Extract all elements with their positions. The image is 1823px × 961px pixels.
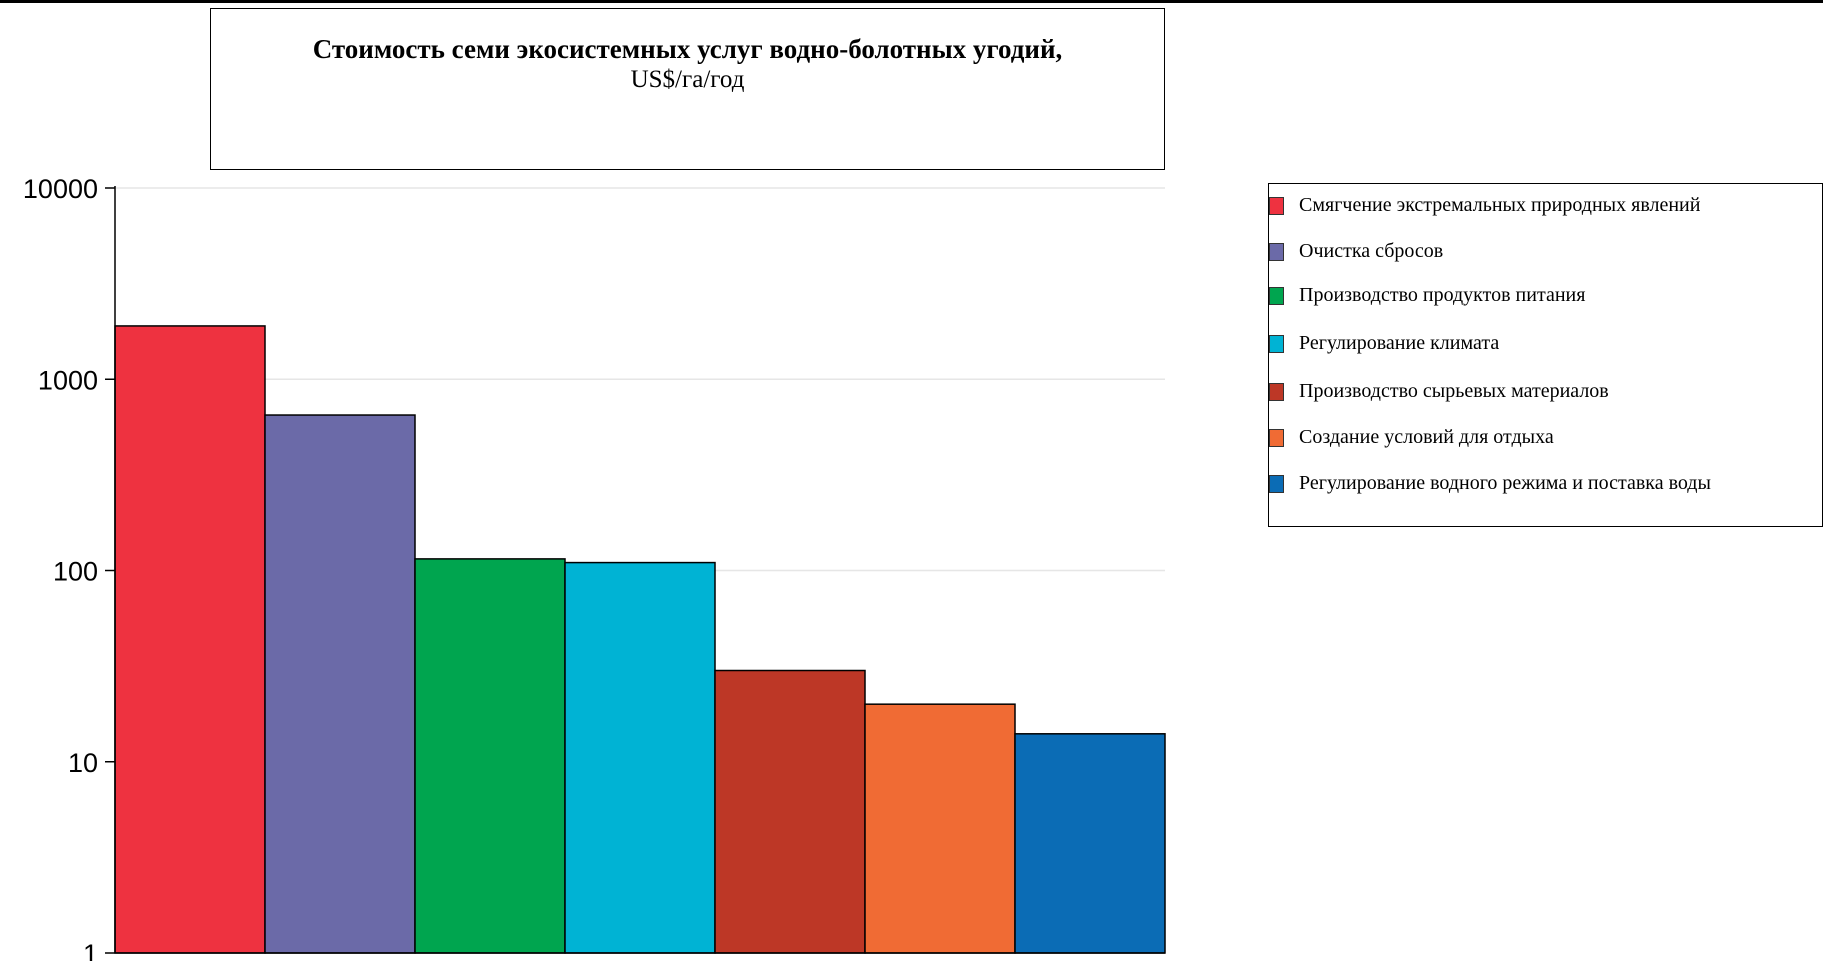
y-tick-label: 10000 (23, 174, 98, 204)
legend-item: Регулирование водного режима и поставка … (1269, 470, 1822, 498)
legend-item: Создание условий для отдыха (1269, 424, 1822, 452)
y-tick-label: 1 (83, 939, 98, 961)
bar (264, 414, 416, 954)
bar (714, 669, 866, 954)
bar (564, 561, 716, 954)
legend-item: Производство продуктов питания (1269, 282, 1822, 310)
chart-title: Стоимость семи экосистемных услуг водно-… (312, 34, 1063, 64)
legend-swatch (1269, 287, 1284, 305)
legend-swatch (1269, 475, 1284, 493)
legend-swatch (1269, 429, 1284, 447)
legend-label: Регулирование климата (1299, 332, 1500, 354)
chart-subtitle: US$/га/год (630, 66, 745, 93)
legend-swatch (1269, 243, 1284, 261)
legend-label: Создание условий для отдыха (1299, 426, 1554, 448)
bar (1014, 733, 1166, 954)
legend-swatch (1269, 197, 1284, 215)
y-tick-label: 10 (68, 748, 98, 778)
legend-label: Регулирование водного режима и поставка … (1299, 472, 1711, 494)
legend-swatch (1269, 383, 1284, 401)
bar (414, 558, 566, 954)
legend-label: Производство сырьевых материалов (1299, 380, 1609, 402)
legend-swatch (1269, 335, 1284, 353)
legend-label: Производство продуктов питания (1299, 284, 1586, 306)
chart-legend: Смягчение экстремальных природных явлени… (1268, 183, 1823, 527)
y-tick-label: 100 (53, 557, 98, 587)
legend-label: Очистка сбросов (1299, 240, 1444, 262)
legend-item: Производство сырьевых материалов (1269, 378, 1822, 406)
y-tick-label: 1000 (38, 365, 98, 395)
legend-label: Смягчение экстремальных природных явлени… (1299, 194, 1701, 216)
legend-item: Регулирование климата (1269, 330, 1822, 358)
chart-title-box: Стоимость семи экосистемных услуг водно-… (210, 8, 1165, 170)
legend-item: Очистка сбросов (1269, 238, 1822, 266)
legend-item: Смягчение экстремальных природных явлени… (1269, 192, 1822, 220)
top-border-line (0, 0, 1823, 3)
bar (864, 703, 1016, 954)
bar (114, 325, 266, 954)
